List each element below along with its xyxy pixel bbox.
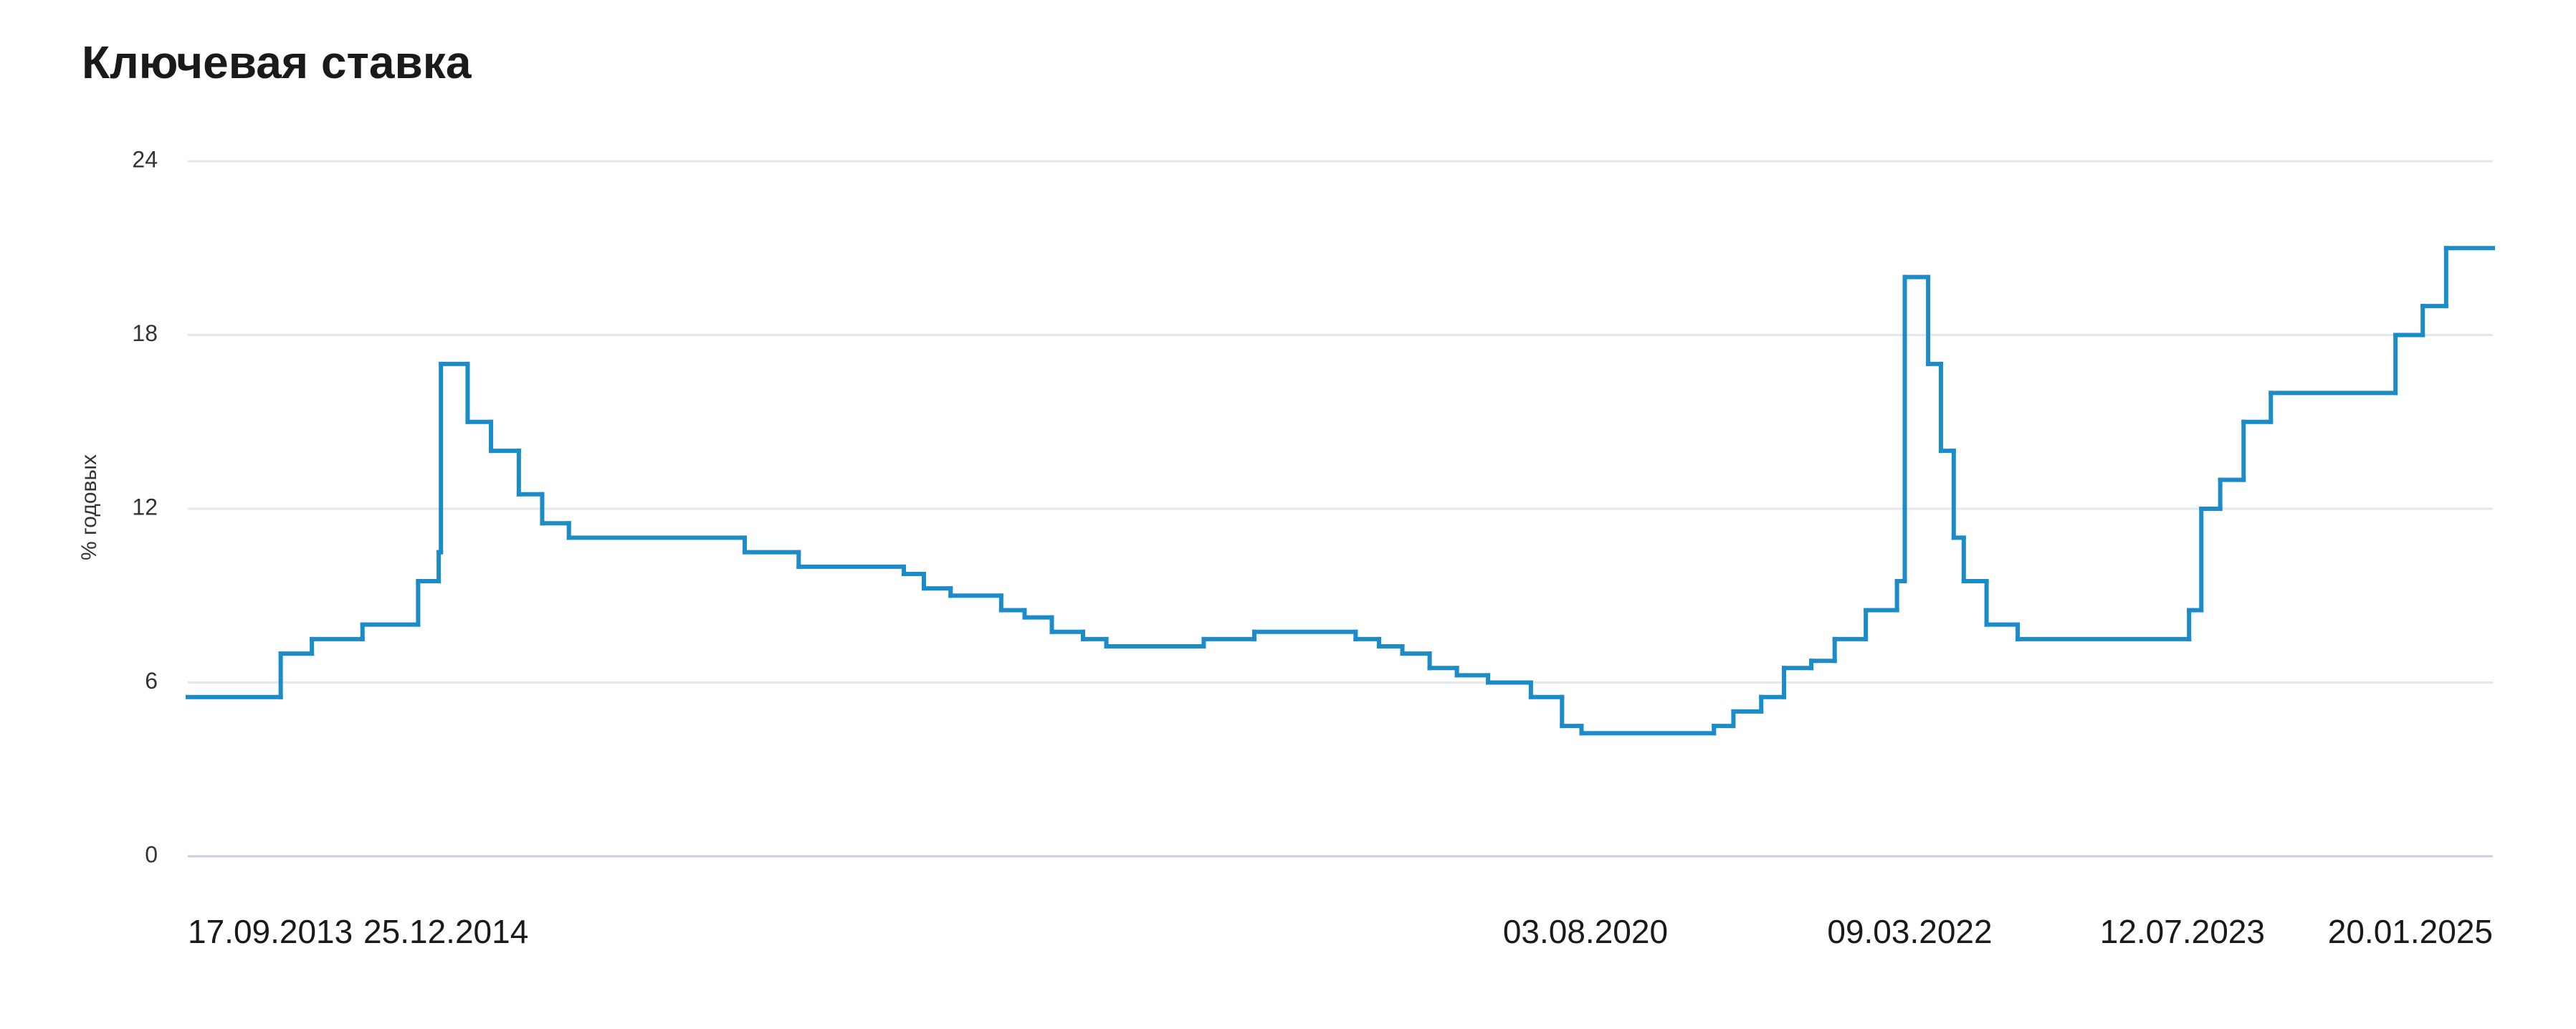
x-tick-label: 12.07.2023 bbox=[2100, 913, 2265, 950]
y-tick-label: 12 bbox=[132, 494, 158, 520]
x-tick-label: 20.01.2025 bbox=[2328, 913, 2493, 950]
x-tick-label: 03.08.2020 bbox=[1503, 913, 1668, 950]
y-tick-label: 6 bbox=[145, 668, 158, 694]
y-axis-label: % годовых bbox=[77, 454, 101, 560]
y-tick-label: 24 bbox=[132, 146, 158, 172]
x-tick-label: 25.12.2014 bbox=[363, 913, 528, 950]
x-tick-label: 09.03.2022 bbox=[1827, 913, 1992, 950]
chart-title: Ключевая ставка bbox=[82, 37, 472, 88]
y-tick-label: 18 bbox=[132, 320, 158, 346]
y-tick-label: 0 bbox=[145, 841, 158, 867]
x-tick-label: 17.09.2013 bbox=[188, 913, 353, 950]
